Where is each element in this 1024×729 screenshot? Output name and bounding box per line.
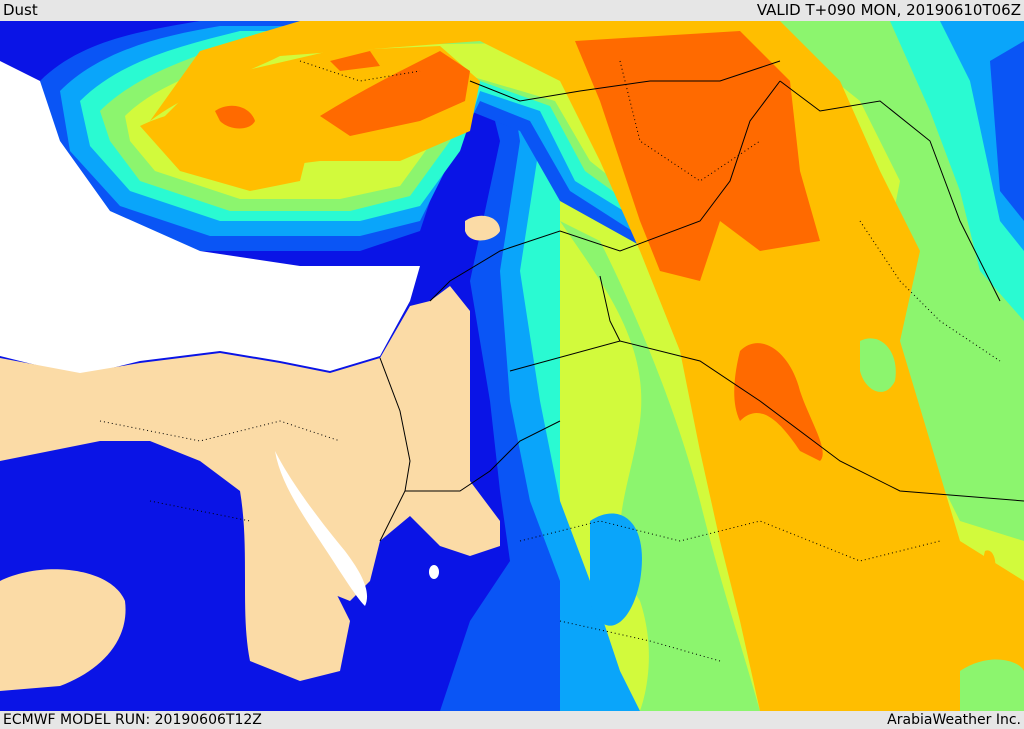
map-title: Dust [3,1,38,19]
header-bar: Dust VALID T+090 MON, 20190610T06Z [0,0,1024,21]
dust-level-8-west-turkey [215,105,255,129]
dust-level-2-ne [990,41,1024,221]
land-no-dust-cyprus-area [465,215,500,241]
dust-level-8-turkey [320,51,470,136]
dust-level-5-central [560,221,760,711]
dust-level-3-patch [590,513,642,626]
lake-patch [429,565,439,579]
credit-label: ArabiaWeather Inc. [887,712,1021,728]
dust-level-5-iran [860,338,896,392]
mediterranean-sea-no-dust [0,61,420,376]
valid-time: VALID T+090 MON, 20190610T06Z [756,1,1021,19]
footer-bar: ECMWF MODEL RUN: 20190606T12Z ArabiaWeat… [0,711,1024,729]
borders [379,60,1024,542]
dust-level-5-se [960,659,1024,711]
model-run-label: ECMWF MODEL RUN: 20190606T12Z [3,712,262,728]
land-no-dust-egypt [0,286,500,601]
dust-level-8-iraq [575,31,820,281]
land-no-dust-sudan-egypt [240,491,350,681]
dust-forecast-map [0,21,1024,711]
dust-level-7-se-spot [983,550,996,581]
red-sea-gulf [275,451,368,606]
internal-boundaries [99,60,1001,662]
land-no-dust-libya [0,569,126,691]
dust-level-8-small [330,51,380,71]
